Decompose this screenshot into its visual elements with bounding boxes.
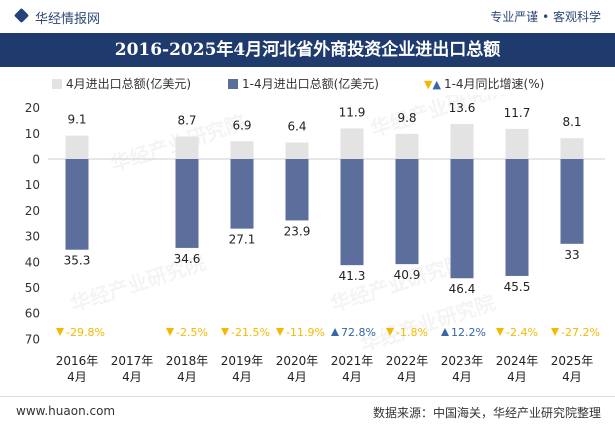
growth-value-label: -21.5% — [231, 326, 270, 339]
april-bar — [175, 136, 199, 159]
ytd-bar — [65, 159, 89, 250]
footer-bar: www.huaon.com 数据来源：中国海关，华经产业研究院整理 — [0, 396, 615, 428]
ytd-bar — [560, 159, 584, 244]
title-band: 2016-2025年4月河北省外商投资企业进出口总额 — [0, 33, 615, 67]
top-bar: 华经情报网 专业严谨 • 客观科学 — [0, 0, 615, 33]
brand-name: 华经情报网 — [35, 12, 101, 27]
april-bar — [450, 124, 474, 159]
growth-value-label: -29.8% — [66, 326, 105, 339]
ytd-value-label: 23.9 — [284, 224, 311, 238]
ytd-value-label: 35.3 — [64, 254, 91, 268]
growth-down-triangle-icon — [56, 328, 64, 336]
legend-down-triangle-icon: ▼ — [424, 78, 433, 91]
y-tick-label: 70 — [25, 332, 40, 346]
growth-value-label: -2.5% — [176, 326, 208, 339]
april-value-label: 8.1 — [562, 115, 581, 129]
y-tick-label: 0 — [32, 153, 40, 167]
april-value-label: 6.9 — [232, 118, 251, 132]
ytd-value-label: 46.4 — [449, 282, 476, 296]
ytd-value-label: 40.9 — [394, 268, 421, 282]
growth-value-label: -2.4% — [506, 326, 538, 339]
april-value-label: 9.8 — [397, 111, 416, 125]
growth-up-triangle-icon — [331, 328, 339, 336]
legend-label-april: 4月进出口总额(亿美元) — [66, 77, 191, 91]
ytd-bar — [175, 159, 199, 248]
growth-down-triangle-icon — [221, 328, 229, 336]
growth-value-label: -11.9% — [286, 326, 325, 339]
growth-value-label: -1.8% — [396, 326, 428, 339]
april-value-label: 6.4 — [287, 120, 306, 134]
footer-url: www.huaon.com — [16, 404, 116, 418]
x-category-label: 2025年 4月 — [551, 354, 594, 384]
april-bar — [505, 128, 529, 159]
ytd-value-label: 45.5 — [504, 280, 531, 294]
april-bar — [285, 142, 309, 159]
x-category-label: 2019年 4月 — [221, 354, 264, 384]
chart-legend: 4月进出口总额(亿美元) 1-4月进出口总额(亿美元) ▼▲ 1-4月同比增速(%… — [0, 73, 615, 93]
x-category-label: 2017年 4月 — [111, 354, 154, 384]
x-category-label: 2023年 4月 — [441, 354, 484, 384]
legend-item-ytd: 1-4月进出口总额(亿美元) — [228, 75, 379, 92]
ytd-bar — [505, 159, 529, 276]
y-tick-label: 10 — [25, 178, 40, 192]
brand-logo-icon — [13, 7, 30, 24]
y-tick-label: 40 — [25, 255, 40, 269]
y-tick-label: 20 — [25, 101, 40, 115]
growth-up-triangle-icon — [441, 328, 449, 336]
legend-item-april: 4月进出口总额(亿美元) — [52, 75, 191, 92]
legend-up-triangle-icon: ▲ — [432, 78, 441, 91]
brand-tagline: 专业严谨 • 客观科学 — [490, 10, 601, 24]
x-category-label: 2020年 4月 — [276, 354, 319, 384]
growth-down-triangle-icon — [166, 328, 174, 336]
x-category-label: 2016年 4月 — [56, 354, 99, 384]
x-category-label: 2018年 4月 — [166, 354, 209, 384]
x-category-label: 2021年 4月 — [331, 354, 374, 384]
chart-plot: 华经产业研究院华经产业研究院华经产业研究院华经产业研究院华经产业研究院20100… — [25, 95, 605, 384]
april-value-label: 13.6 — [449, 101, 476, 115]
ytd-bar — [450, 159, 474, 279]
growth-down-triangle-icon — [276, 328, 284, 336]
ytd-bar — [285, 159, 309, 221]
ytd-bar — [340, 159, 364, 266]
april-bar — [65, 135, 89, 159]
ytd-value-label: 33 — [564, 248, 579, 262]
ytd-value-label: 41.3 — [339, 269, 366, 283]
april-bar — [395, 133, 419, 159]
april-value-label: 9.1 — [67, 113, 86, 127]
legend-label-ytd: 1-4月进出口总额(亿美元) — [242, 77, 379, 91]
april-bar — [560, 138, 584, 159]
x-category-label: 2024年 4月 — [496, 354, 539, 384]
april-value-label: 11.7 — [504, 106, 531, 120]
y-tick-label: 50 — [25, 281, 40, 295]
y-tick-label: 20 — [25, 204, 40, 218]
legend-swatch-april — [52, 79, 62, 89]
growth-down-triangle-icon — [386, 328, 394, 336]
data-source: 数据来源：中国海关，华经产业研究院整理 — [372, 406, 601, 420]
ytd-bar — [230, 159, 254, 229]
growth-down-triangle-icon — [496, 328, 504, 336]
april-bar — [230, 141, 254, 159]
april-bar — [340, 128, 364, 159]
growth-down-triangle-icon — [551, 328, 559, 336]
april-value-label: 8.7 — [177, 114, 196, 128]
x-category-label: 2022年 4月 — [386, 354, 429, 384]
growth-value-label: 72.8% — [341, 326, 376, 339]
y-tick-label: 30 — [25, 230, 40, 244]
legend-swatch-ytd — [228, 79, 238, 89]
ytd-value-label: 27.1 — [229, 233, 256, 247]
y-tick-label: 60 — [25, 307, 40, 321]
legend-label-growth: 1-4月同比增速(%) — [443, 77, 545, 91]
watermark-text: 华经产业研究院 — [368, 95, 509, 141]
growth-value-label: 12.2% — [451, 326, 486, 339]
ytd-value-label: 34.6 — [174, 252, 201, 266]
growth-value-label: -27.2% — [561, 326, 600, 339]
ytd-bar — [395, 159, 419, 265]
chart-title: 2016-2025年4月河北省外商投资企业进出口总额 — [114, 40, 501, 60]
y-tick-label: 10 — [25, 127, 40, 141]
legend-item-growth: ▼▲ 1-4月同比增速(%) — [424, 75, 544, 92]
april-value-label: 11.9 — [339, 105, 366, 119]
